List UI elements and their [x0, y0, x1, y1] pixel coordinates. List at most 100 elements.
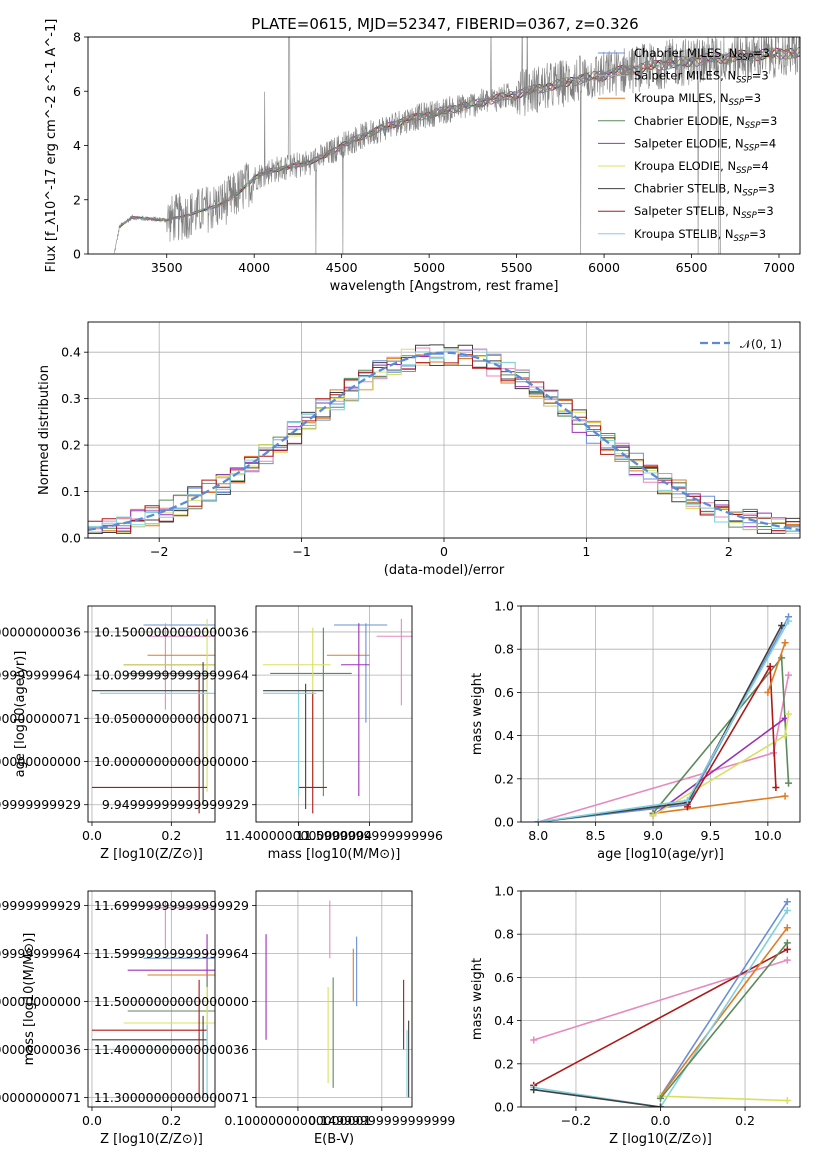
- y-tick-label: 2: [73, 192, 81, 207]
- mass-weight-marker-kroupa_elodie: [785, 710, 793, 718]
- x-tick-label: 0.14999999999999999: [308, 1113, 455, 1128]
- axes-frame: [87, 605, 216, 823]
- mass-weight-line-chabrier_stelib: [533, 1088, 661, 1107]
- y-tick-label: 11.40000000000000036: [0, 1042, 81, 1057]
- mass-weight-marker-kroupa_stelib: [683, 796, 691, 804]
- x-tick-label: 0: [440, 544, 448, 559]
- x-tick-label: 0.0: [82, 1113, 102, 1128]
- x-tick-label: −0.2: [561, 1113, 591, 1128]
- mass-vs-ebv-plot-area: [265, 900, 410, 1098]
- y-tick-label: 0.2: [494, 771, 514, 786]
- mass-weight-line-salpeter_stelib: [686, 663, 777, 808]
- y-tick-label: 0.2: [494, 1056, 514, 1071]
- x-tick-label: 6500: [676, 260, 708, 275]
- y-tick-label: 10.05000000000000071: [94, 711, 249, 726]
- x-tick-label: 11.4000000000000004: [225, 828, 372, 843]
- y-tick-label: 0.4: [61, 345, 81, 360]
- x-tick-label: 11.5999999999999996: [296, 828, 443, 843]
- axes-frame: [520, 890, 801, 1108]
- x-tick-label: 9.0: [643, 828, 663, 843]
- mass-weight-marker-kroupa_miles: [781, 792, 789, 800]
- mass-weight-line-kroupa_miles: [767, 642, 786, 693]
- y-tick-label: 11.69999999999999929: [94, 898, 249, 913]
- mass-weight-line-salpeter_stelib: [533, 948, 788, 1087]
- mass-weight-marker-salpeter_stelib: [683, 803, 691, 811]
- x-tick-label: 10.0: [754, 828, 782, 843]
- legend-label: Salpeter MILES, NSSP=3: [634, 69, 769, 86]
- x-tick-label: 0.2: [735, 1113, 755, 1128]
- x-tick-label: 0.10000000000000001: [224, 1113, 371, 1128]
- mass-weight-marker-chabrier_stelib: [778, 621, 786, 629]
- mass-vs-Z-plot-area: [91, 900, 215, 1098]
- mass-weight-marker-salpeter_miles: [785, 671, 793, 679]
- y-tick-label: 11.50000000000000000: [0, 994, 81, 1009]
- y-tick-label: 0.4: [494, 1013, 514, 1028]
- age-vs-Z-panel: 0.0 0.2 9.94999999999999929 10.000000000000…: [0, 605, 216, 862]
- mass-weight-marker-kroupa_miles: [781, 639, 789, 647]
- axes-frame: [255, 605, 413, 823]
- residuals-plot-area: [88, 344, 800, 534]
- legend-label: Kroupa ELODIE, NSSP=4: [634, 159, 769, 176]
- y-tick-label: 0.0: [61, 531, 81, 546]
- y-tick-label: 0.6: [494, 970, 514, 985]
- y-tick-label: 0.8: [494, 927, 514, 942]
- mass-weight-line-chabrier_stelib: [538, 625, 783, 822]
- x-tick-label: 4000: [238, 260, 270, 275]
- mass-weight-marker-kroupa_elodie: [649, 812, 657, 820]
- x-tick-label: 5000: [413, 260, 445, 275]
- x-tick-label: 0.0: [651, 1113, 671, 1128]
- figure-title: PLATE=0615, MJD=52347, FIBERID=0367, z=0…: [251, 15, 638, 33]
- axes-frame: [87, 321, 801, 539]
- mass-weight-marker-chabrier_miles: [783, 898, 791, 906]
- mass-weight-line-kroupa_miles: [652, 795, 786, 815]
- mass-weight-line-kroupa_stelib: [538, 620, 790, 822]
- y-tick-label: 0.2: [61, 438, 81, 453]
- y-tick-label: 11.40000000000000036: [94, 1042, 249, 1057]
- x-tick-label: 0.0: [82, 828, 102, 843]
- mass-weight-marker-salpeter_miles: [530, 1036, 538, 1044]
- y-tick-label: 1.0: [494, 884, 514, 899]
- y-tick-label: 0.1: [61, 484, 81, 499]
- mass-weight-marker-chabrier_elodie: [785, 779, 793, 787]
- y-tick-label: 1.0: [494, 599, 514, 614]
- mass-weight-marker-kroupa_miles: [783, 924, 791, 932]
- x-axis-label: Z [log10(Z/Z⊙)]: [609, 1132, 712, 1147]
- y-tick-label: 10.09999999999999964: [0, 668, 81, 683]
- mass-weight-vs-age-panel: 8.0 8.5 9.0 9.5 10.0 0.0 0.2 0.4 0.6 0.8 1.0 age [l…: [470, 599, 801, 862]
- x-tick-label: 5500: [501, 260, 533, 275]
- y-tick-label: 10.15000000000000036: [94, 624, 249, 639]
- x-axis-label: mass [log10(M/M⊙)]: [268, 847, 401, 862]
- x-tick-label: 8.5: [586, 828, 606, 843]
- mass-weight-line-chabrier_miles: [538, 616, 790, 822]
- spectrum-plot-area: [113, 37, 800, 254]
- y-tick-label: 10.05000000000000071: [0, 711, 81, 726]
- gaussian-curve: [88, 351, 800, 532]
- y-tick-label: 11.59999999999999964: [94, 946, 249, 961]
- y-tick-label: 4: [73, 138, 81, 153]
- x-tick-label: 4500: [326, 260, 358, 275]
- x-tick-label: 8.0: [528, 828, 548, 843]
- x-tick-label: −2: [150, 544, 168, 559]
- spectrum-legend: Chabrier MILES, NSSP=3 Salpeter MILES, NS…: [598, 46, 777, 244]
- y-axis-label: mass weight: [470, 673, 485, 755]
- y-axis-label: mass [log10(M/M⊙)]: [22, 933, 37, 1066]
- model-spectrum-kroupa_stelib: [119, 47, 800, 227]
- mass-weight-marker-kroupa_stelib: [534, 818, 542, 822]
- y-axis-label: age [log10(age/yr)]: [13, 651, 28, 778]
- x-tick-label: 3500: [151, 260, 183, 275]
- y-tick-label: 9.94999999999999929: [0, 797, 81, 812]
- x-tick-label: 9.5: [700, 828, 720, 843]
- y-tick-label: 10.15000000000000036: [0, 624, 81, 639]
- y-tick-label: 0: [73, 247, 81, 262]
- x-axis-label: Z [log10(Z/Z⊙)]: [100, 847, 203, 862]
- residuals-panel: −2 −1 0 1 2 0.0 0.1 0.2 0.3 0.4 (data-model)/error…: [37, 321, 801, 578]
- x-tick-label: 0.2: [161, 828, 181, 843]
- observed-spectrum: [113, 37, 800, 254]
- mass-weight-marker-kroupa_elodie: [783, 1097, 791, 1105]
- x-axis-label: (data-model)/error: [384, 563, 505, 578]
- axes-frame: [87, 36, 801, 255]
- y-axis-label: mass weight: [470, 958, 485, 1040]
